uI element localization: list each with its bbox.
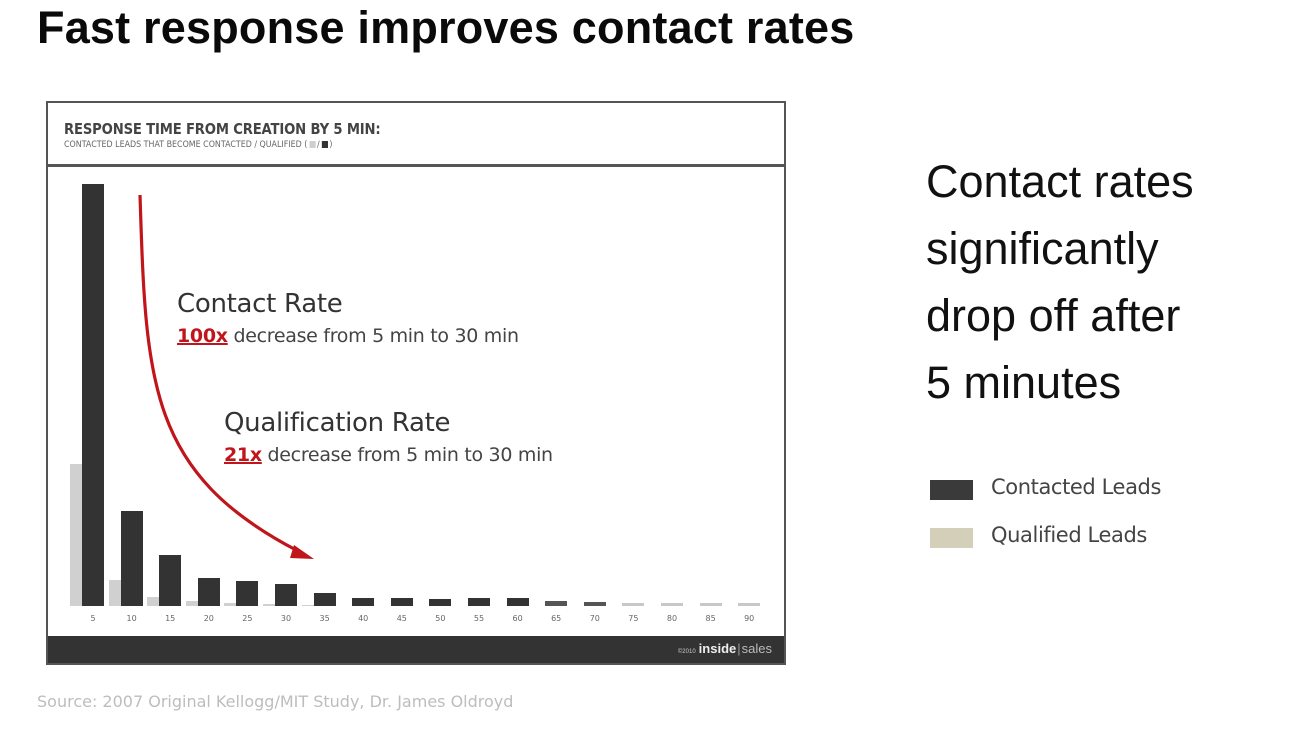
contacted-bar xyxy=(699,603,722,606)
chart-footer: ©2010 inside|sales xyxy=(48,636,784,663)
contacted-bar xyxy=(468,597,490,606)
contacted-bar xyxy=(738,603,761,606)
x-tick-label: 75 xyxy=(628,614,639,623)
qualified-bar xyxy=(185,600,208,606)
x-tick-label: 30 xyxy=(280,614,292,623)
contacted-bar xyxy=(622,603,645,606)
contacted-bar xyxy=(159,555,182,606)
contacted-bar xyxy=(583,602,606,606)
x-tick-label: 55 xyxy=(473,614,485,623)
contacted-bar xyxy=(661,603,683,606)
contacted-swatch-icon xyxy=(930,480,973,500)
x-tick-label: 20 xyxy=(203,614,214,623)
x-tick-label: 35 xyxy=(319,614,330,623)
qualification-rate-annotation: Qualification Rate 21x decrease from 5 m… xyxy=(224,408,553,466)
slide-title: Fast response improves contact rates xyxy=(37,2,855,53)
contact-multiplier: 100x xyxy=(177,325,228,347)
x-tick-label: 25 xyxy=(242,614,253,623)
qualified-bar xyxy=(147,597,170,606)
chart-heading: RESPONSE TIME FROM CREATION BY 5 MIN: xyxy=(64,120,381,138)
x-tick-label: 10 xyxy=(126,614,137,623)
qualified-bar xyxy=(224,603,247,606)
x-tick-label: 90 xyxy=(744,614,755,623)
x-tick-label: 45 xyxy=(396,614,407,623)
qual-multiplier: 21x xyxy=(224,444,262,466)
decline-arrow-icon xyxy=(138,194,314,559)
qualified-bar xyxy=(263,603,285,606)
contacted-bar xyxy=(82,184,104,606)
contacted-bar xyxy=(275,584,297,606)
source-citation: Source: 2007 Original Kellogg/MIT Study,… xyxy=(37,692,514,711)
contacted-bar xyxy=(352,597,375,606)
contacted-bar xyxy=(120,510,143,606)
x-tick-label: 50 xyxy=(435,614,446,623)
brand-logo: ©2010 inside|sales xyxy=(677,641,772,656)
key-takeaway: Contact rates significantly drop off aft… xyxy=(926,156,1194,408)
bar-plot: 5 10 15 20 25 30 35 40 45 50 55 60 65 70 75 80 85 90 xyxy=(48,103,788,667)
x-tick-label: 60 xyxy=(512,614,523,623)
chart-subheading: CONTACTED LEADS THAT BECOME CONTACTED / … xyxy=(64,140,333,150)
x-tick-label: 80 xyxy=(666,614,678,623)
contacted-bar xyxy=(506,597,529,606)
contacted-bar xyxy=(197,578,220,606)
x-tick-label: 85 xyxy=(705,614,716,623)
contacted-bar xyxy=(313,592,336,606)
dark-swatch-icon xyxy=(321,141,328,148)
qualified-swatch-icon xyxy=(930,528,973,548)
light-swatch-icon xyxy=(309,141,316,148)
chart-header: RESPONSE TIME FROM CREATION BY 5 MIN: CO… xyxy=(48,103,784,167)
x-tick-label: 15 xyxy=(165,614,176,623)
x-tick-label: 40 xyxy=(358,614,369,623)
chart-image: RESPONSE TIME FROM CREATION BY 5 MIN: CO… xyxy=(46,101,786,665)
contacted-bar xyxy=(236,581,259,606)
contact-rate-annotation: Contact Rate 100x decrease from 5 min to… xyxy=(177,289,519,347)
qualified-bar xyxy=(301,604,324,606)
contacted-bar xyxy=(429,598,452,606)
contacted-bar xyxy=(545,600,568,606)
contacted-bar xyxy=(390,597,413,606)
x-tick-label: 5 xyxy=(90,614,96,623)
x-tick-label: 65 xyxy=(551,614,562,623)
x-tick-label: 70 xyxy=(589,614,600,623)
